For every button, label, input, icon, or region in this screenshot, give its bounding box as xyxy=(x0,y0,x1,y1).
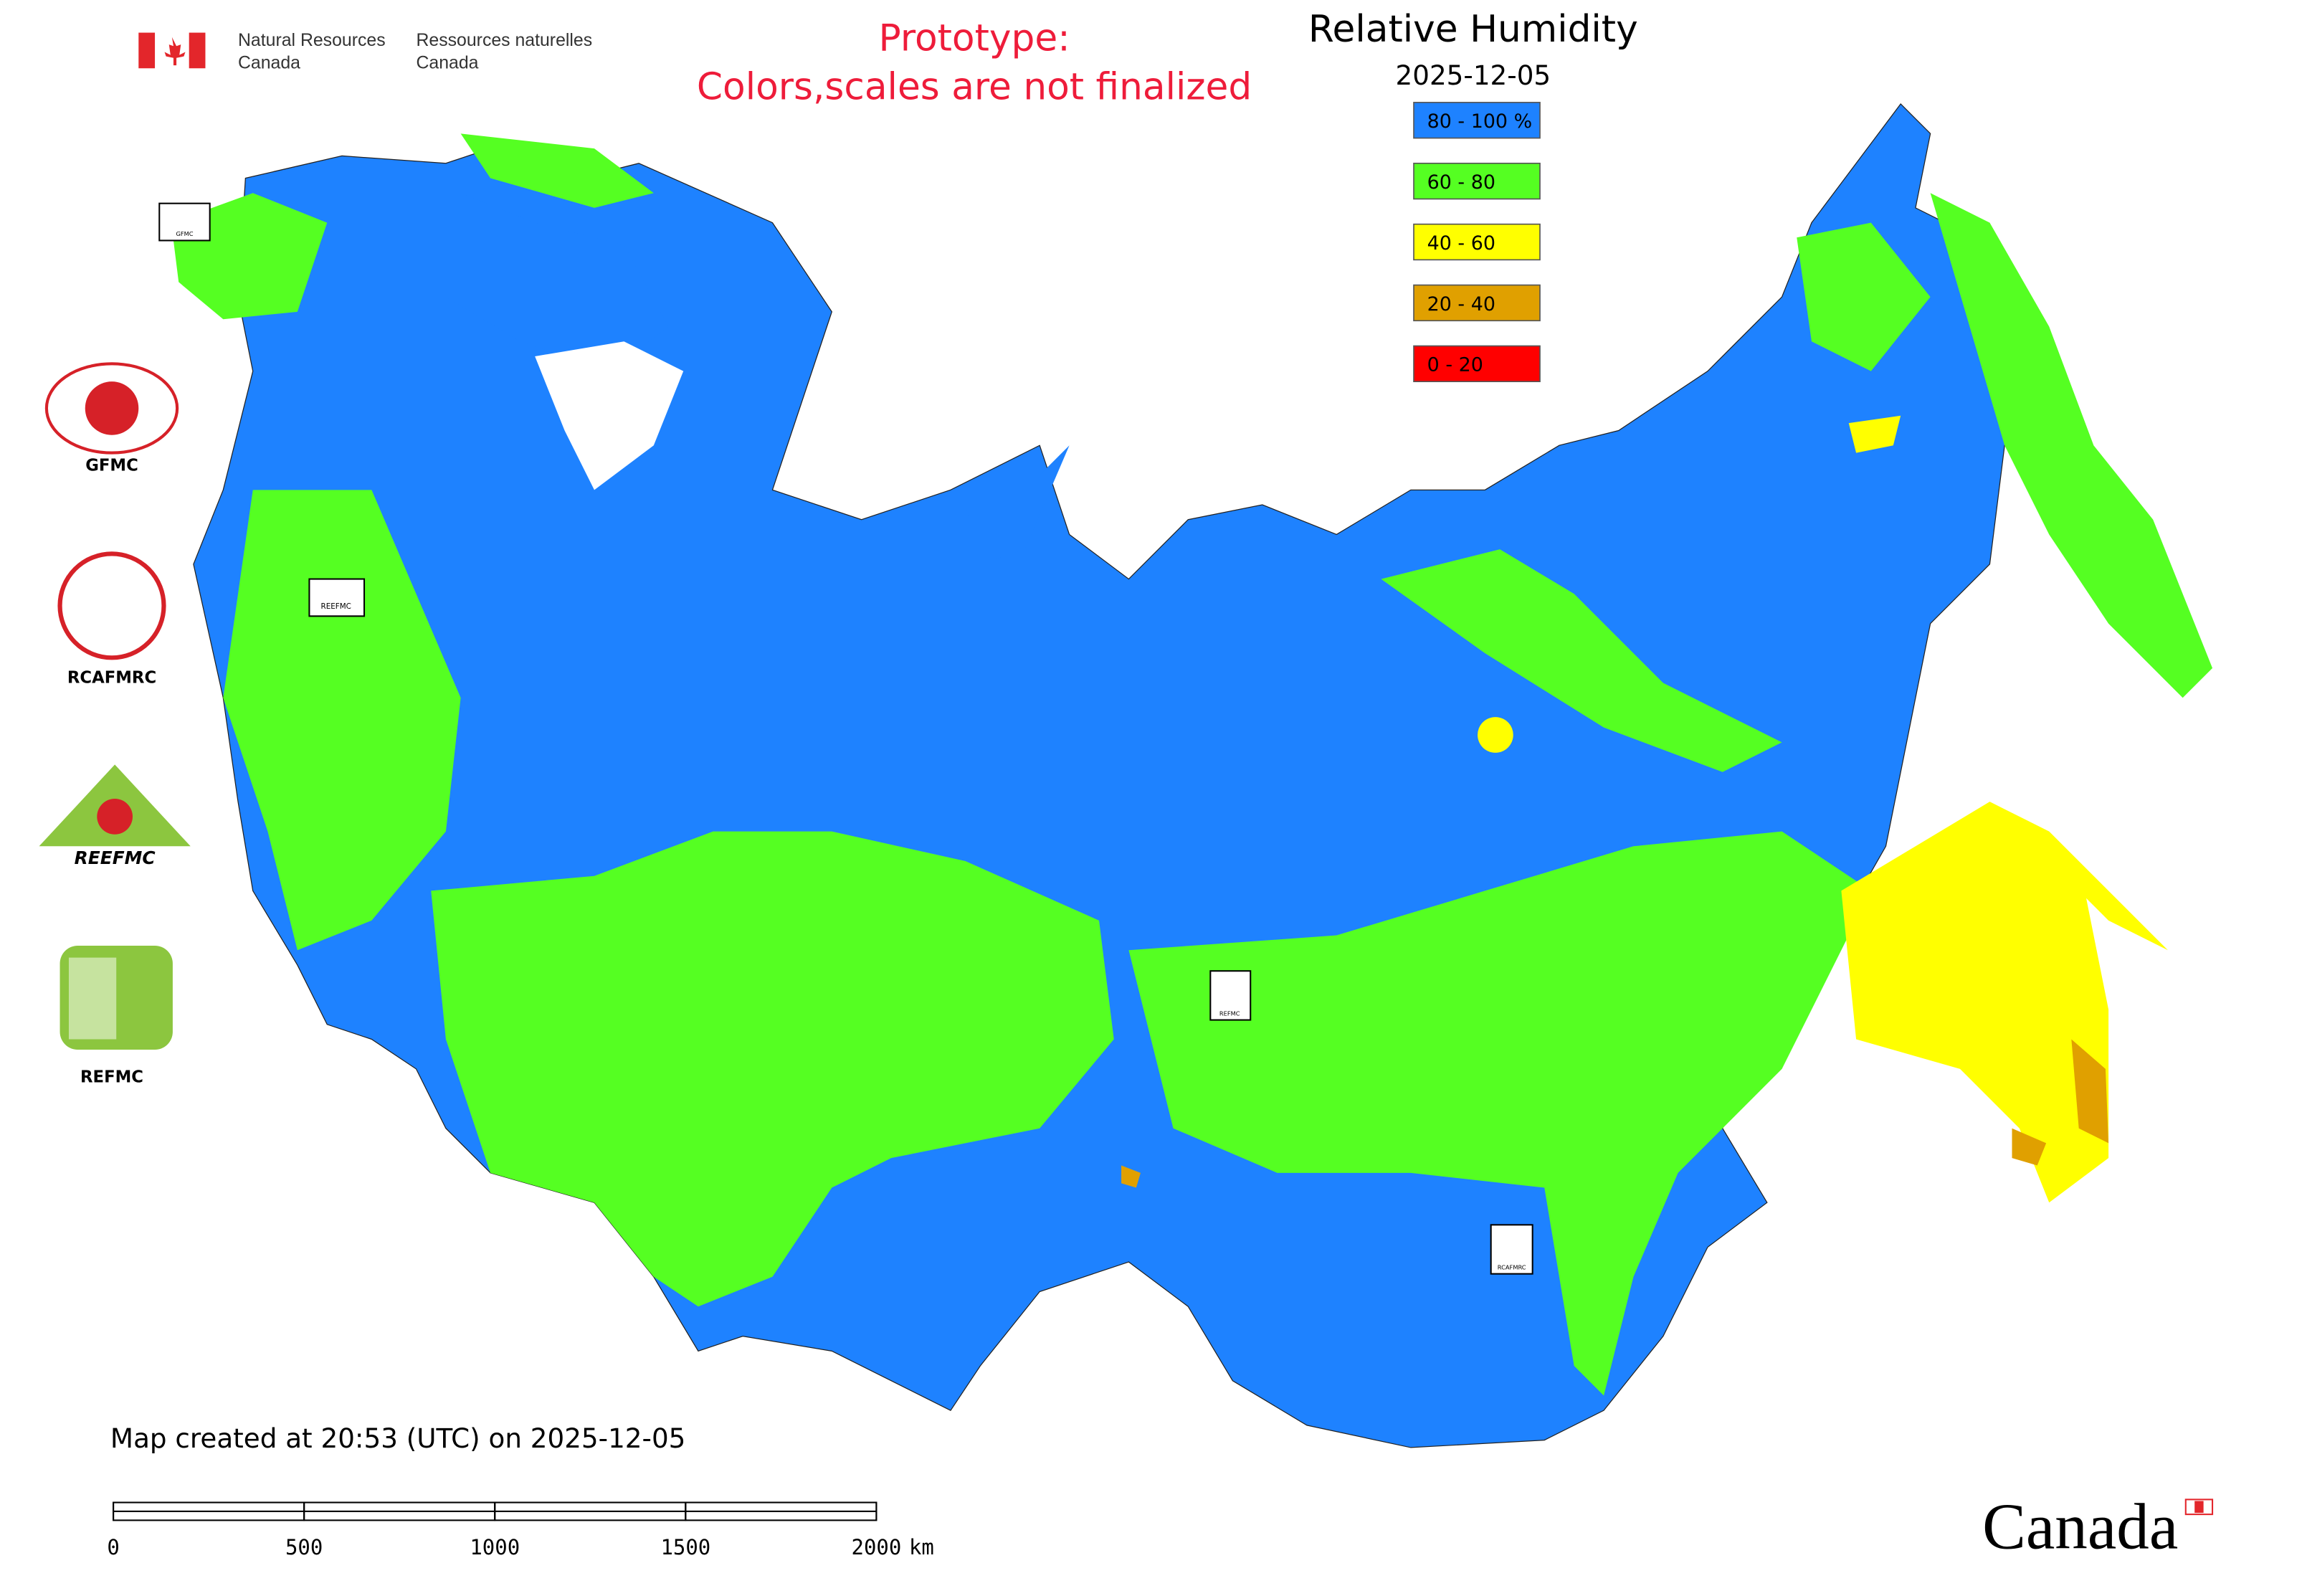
logo xyxy=(57,551,166,660)
notice: Colors,scales are not finalized xyxy=(697,66,1252,109)
created-note: Map created at 20:53 (UTC) on 2025-12-05 xyxy=(110,1422,685,1454)
legend-label: 60 - 80 xyxy=(1427,171,1495,194)
region xyxy=(1478,415,2168,1203)
legend-label: 20 - 40 xyxy=(1427,293,1495,315)
nrcan-signature: Natural Resources Canada Ressources natu… xyxy=(138,31,592,72)
legend-label: 0 - 20 xyxy=(1427,354,1483,376)
notice: Prototype: xyxy=(879,16,1070,60)
logo-caption: GFMC xyxy=(85,456,138,475)
marker-label: REFMC xyxy=(1219,1010,1240,1017)
logo-caption: REFMC xyxy=(80,1068,143,1087)
wordmark-flag xyxy=(2194,1501,2204,1514)
marker-label: RCAFMRC xyxy=(1498,1263,1526,1270)
legend-date: 2025-12-05 xyxy=(1396,60,1551,91)
legend-swatch xyxy=(1413,102,1541,139)
agency-fr: Canada xyxy=(417,53,479,72)
marker xyxy=(308,578,366,617)
logo xyxy=(97,799,133,835)
logo xyxy=(44,362,179,455)
legend: 80 - 100 % 60 - 80 40 - 60 20 - 40 0 - 20 xyxy=(1413,102,1541,382)
flag-bar xyxy=(189,32,206,69)
maple-leaf xyxy=(164,37,186,66)
flag-bar xyxy=(138,32,156,69)
marker xyxy=(158,202,211,242)
scale-bar: 0 500 1000 1500 2000 km xyxy=(107,1501,934,1559)
marker xyxy=(1209,970,1252,1021)
region xyxy=(171,133,2213,1396)
legend-swatch xyxy=(1413,345,1541,382)
agency-en: Canada xyxy=(238,53,300,72)
legend-label: 40 - 60 xyxy=(1427,232,1495,255)
legend-swatch xyxy=(1413,284,1541,322)
scale-label: 0 xyxy=(107,1535,119,1559)
scale-label: 1000 xyxy=(470,1535,520,1559)
water xyxy=(535,341,1530,1173)
side-logos: GFMC RCAFMRC REEFMC REFMC xyxy=(39,362,191,1087)
land xyxy=(171,103,2213,1448)
marker xyxy=(1490,1224,1533,1275)
markers: GFMC REEFMC REFMC RCAFMRC xyxy=(158,202,1533,1275)
agency-fr: Ressources naturelles xyxy=(417,31,593,50)
legend-title: Relative Humidity xyxy=(1308,8,1638,51)
scale-label: 500 xyxy=(285,1535,323,1559)
marker-label: GFMC xyxy=(176,230,193,237)
logo xyxy=(85,381,139,435)
legend-label: 80 - 100 % xyxy=(1427,110,1533,133)
region xyxy=(445,193,1070,564)
scale-label: 1500 xyxy=(660,1535,710,1559)
logo-caption: RCAFMRC xyxy=(67,669,156,688)
marker-label: REEFMC xyxy=(321,602,351,611)
scale-unit: km xyxy=(909,1535,934,1559)
legend-swatch xyxy=(1413,162,1541,200)
agency-en: Natural Resources xyxy=(238,31,386,50)
logo xyxy=(68,957,117,1040)
legend-swatch xyxy=(1413,223,1541,261)
logo-text: REEFMC xyxy=(75,847,156,868)
scale-label: 2000 xyxy=(852,1535,902,1559)
wordmark: Canada xyxy=(1982,1491,2178,1563)
